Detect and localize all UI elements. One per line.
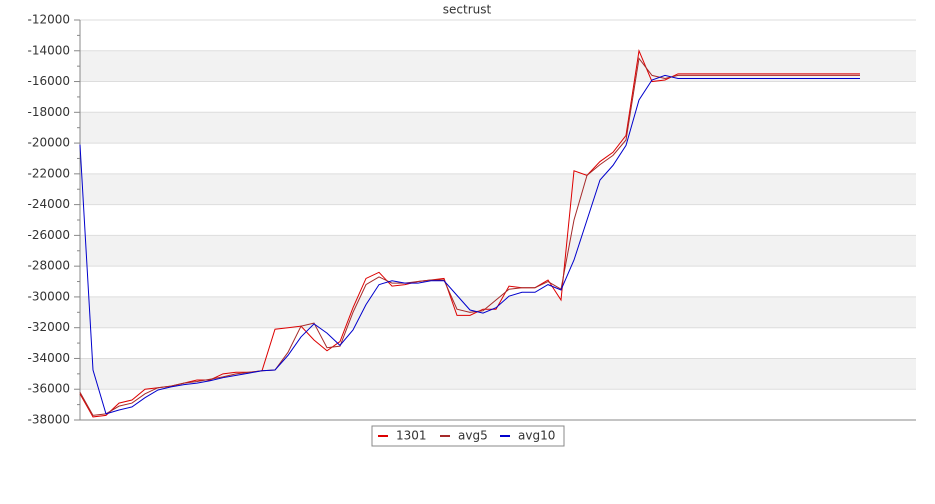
y-tick-label: -22000: [27, 166, 70, 180]
y-tick-label: -30000: [27, 289, 70, 303]
y-tick-label: -34000: [27, 351, 70, 365]
grid-band: [80, 173, 916, 205]
grid-band: [80, 235, 916, 267]
series-line: [79, 74, 860, 415]
grid-band: [80, 296, 916, 328]
legend-item: avg5: [440, 429, 488, 443]
y-tick-label: -36000: [27, 382, 70, 396]
y-tick-label: -16000: [27, 74, 70, 88]
y-tick-label: -24000: [27, 197, 70, 211]
grid-band: [80, 358, 916, 390]
y-tick-label: -32000: [27, 320, 70, 334]
y-tick-label: -26000: [27, 228, 70, 242]
grid-band: [80, 50, 916, 82]
chart-title: sectrust: [443, 3, 492, 17]
y-tick-label: -28000: [27, 259, 70, 273]
legend-label: avg10: [518, 429, 555, 443]
series-line: [79, 48, 860, 418]
series-line: [79, 57, 860, 416]
legend-label: avg5: [458, 429, 488, 443]
legend-item: avg10: [500, 429, 555, 443]
legend-label: 1301: [396, 429, 427, 443]
y-tick-label: -38000: [27, 413, 70, 427]
y-tick-label: -18000: [27, 105, 70, 119]
grid-band: [80, 112, 916, 144]
y-tick-label: -14000: [27, 43, 70, 57]
legend: [371, 425, 565, 447]
y-tick-label: -12000: [27, 13, 70, 27]
y-tick-label: -20000: [27, 136, 70, 150]
legend-item: 1301: [378, 429, 427, 443]
